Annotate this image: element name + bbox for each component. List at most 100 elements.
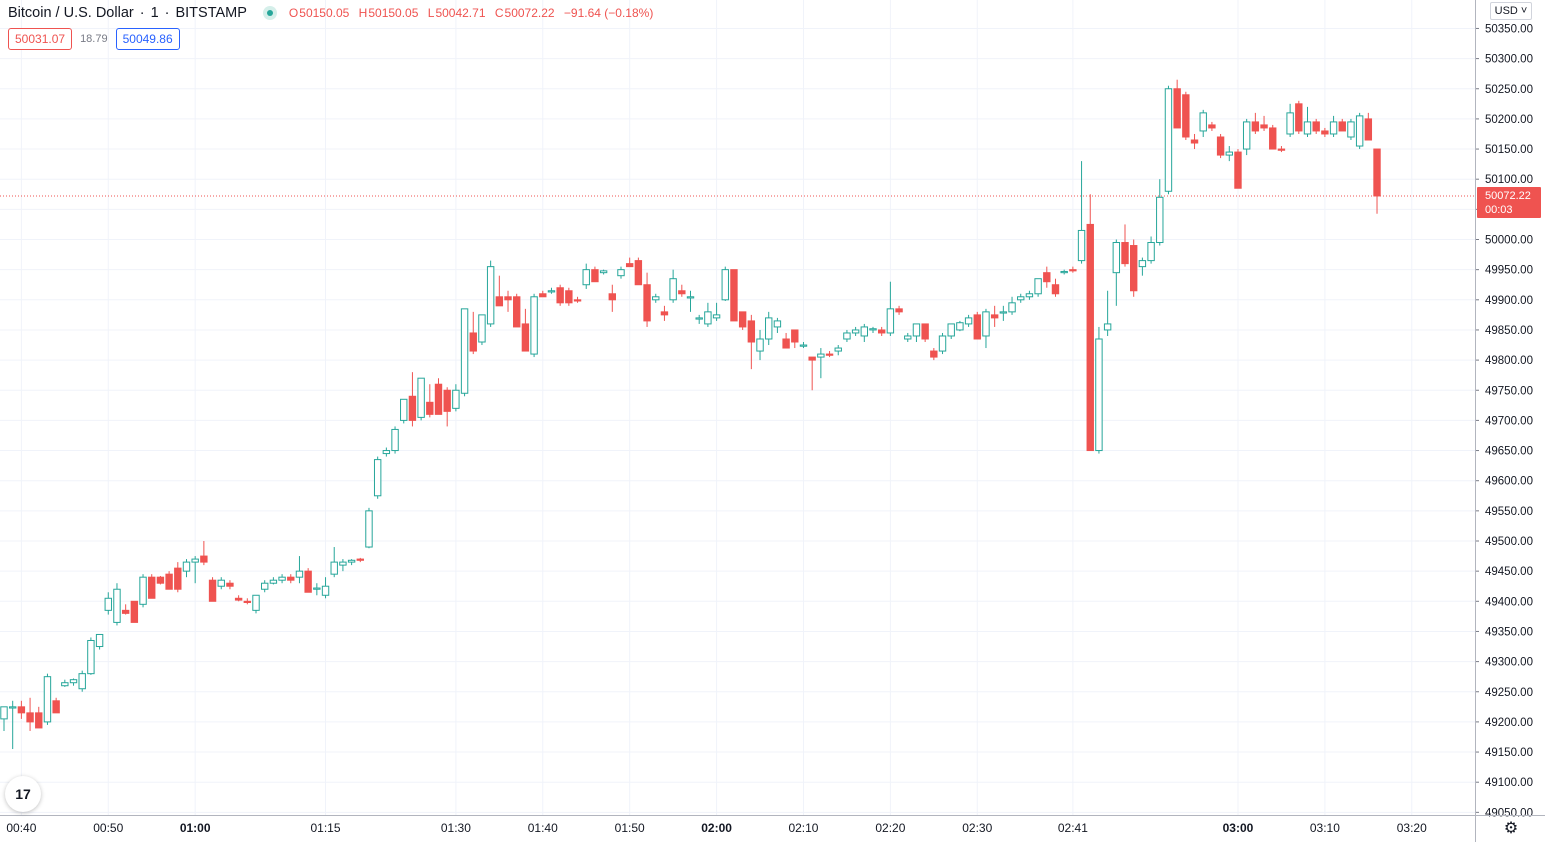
candle-body xyxy=(382,450,391,455)
symbol-name[interactable]: Bitcoin / U.S. Dollar xyxy=(8,5,134,21)
candle-body xyxy=(1277,148,1286,151)
candle xyxy=(1095,326,1103,454)
x-tick-label: 00:50 xyxy=(93,821,123,835)
candle xyxy=(617,266,625,279)
separator: · xyxy=(164,5,170,21)
candle xyxy=(1208,121,1216,131)
candle xyxy=(452,384,460,412)
sell-price-button[interactable]: 50031.07 xyxy=(8,28,73,50)
candle xyxy=(0,706,8,731)
candle-body xyxy=(200,555,208,563)
close-label: C xyxy=(494,6,504,20)
candle xyxy=(1321,127,1329,137)
candle xyxy=(660,305,669,321)
currency-dropdown[interactable]: USD ˅ xyxy=(1490,2,1532,20)
candle xyxy=(347,559,356,566)
y-tick-label: 49750.00 xyxy=(1485,385,1533,397)
candle xyxy=(843,329,851,343)
tradingview-logo-icon[interactable]: 17 xyxy=(5,776,41,812)
candle xyxy=(191,556,199,584)
candle xyxy=(669,269,677,303)
candle-body xyxy=(504,296,512,301)
x-tick-label: 03:20 xyxy=(1397,821,1427,835)
candle xyxy=(373,456,382,499)
candle-body xyxy=(1269,127,1277,150)
candle-body xyxy=(1199,112,1207,132)
candle-body xyxy=(712,314,721,319)
candle xyxy=(521,308,530,352)
buy-price-button[interactable]: 50049.86 xyxy=(115,28,180,50)
candle xyxy=(1347,118,1355,141)
candle xyxy=(1312,118,1320,134)
candle xyxy=(869,326,877,333)
candle-body xyxy=(652,296,660,301)
candle xyxy=(730,269,738,322)
x-tick-label: 02:30 xyxy=(962,821,992,835)
candle-body xyxy=(904,335,912,340)
candle-body xyxy=(1312,121,1320,132)
ohlc-values: O50150.05 H50150.05 L50042.71 C50072.22 … xyxy=(289,6,659,20)
candle xyxy=(634,257,643,286)
candle xyxy=(8,700,17,750)
candle-body xyxy=(591,269,599,283)
y-tick-label: 50250.00 xyxy=(1485,84,1533,96)
market-status-icon[interactable] xyxy=(262,6,277,20)
candle xyxy=(921,323,929,343)
candle xyxy=(26,697,34,731)
candle xyxy=(678,284,686,297)
x-tick-label: 02:10 xyxy=(788,821,818,835)
candle xyxy=(547,287,556,294)
symbol-interval[interactable]: 1 xyxy=(150,5,159,21)
candle-body xyxy=(1051,284,1060,295)
candle-body xyxy=(460,308,469,394)
candle xyxy=(556,284,564,306)
candle-body xyxy=(825,353,834,356)
y-tick-label: 49350.00 xyxy=(1485,626,1533,638)
candle-body xyxy=(43,676,52,723)
y-tick-label: 50150.00 xyxy=(1485,144,1533,156)
candle-body xyxy=(1225,151,1233,156)
candle xyxy=(643,272,651,327)
candle xyxy=(1295,100,1303,134)
x-tick-label: 01:00 xyxy=(180,821,211,835)
y-tick-label: 49900.00 xyxy=(1485,295,1533,307)
candle xyxy=(1242,118,1251,156)
candle-body xyxy=(1182,94,1190,138)
candle xyxy=(121,604,130,615)
candle-body xyxy=(61,682,69,687)
candle xyxy=(1225,146,1233,162)
candle-body xyxy=(287,576,295,581)
candle xyxy=(799,342,808,349)
candle xyxy=(1355,112,1364,150)
candle xyxy=(773,317,782,333)
candle-body xyxy=(78,673,86,690)
candle xyxy=(1199,109,1207,137)
candle xyxy=(17,700,26,719)
candle-body xyxy=(1034,278,1042,295)
candle xyxy=(130,600,139,623)
candle xyxy=(460,308,469,397)
candle-body xyxy=(1234,151,1242,189)
candle-body xyxy=(1355,115,1364,147)
candle xyxy=(1086,194,1094,452)
open-value: 50150.05 xyxy=(299,6,350,20)
candle xyxy=(513,293,521,328)
candle-body xyxy=(226,582,234,587)
candle-body xyxy=(1242,121,1251,150)
gear-icon[interactable]: ⚙ xyxy=(1503,820,1519,837)
candle xyxy=(400,398,408,424)
candle-body xyxy=(1138,260,1147,268)
candle xyxy=(721,266,729,302)
symbol-exchange[interactable]: BITSTAMP xyxy=(175,5,247,21)
candle-body xyxy=(1321,130,1329,135)
candle xyxy=(243,598,252,605)
candle xyxy=(217,577,225,590)
y-tick-label: 49700.00 xyxy=(1485,415,1533,427)
y-tick-label: 49850.00 xyxy=(1485,325,1533,337)
candle-body xyxy=(990,314,999,319)
candle xyxy=(426,384,434,418)
candle-body xyxy=(851,329,860,334)
candle-body xyxy=(69,679,78,684)
